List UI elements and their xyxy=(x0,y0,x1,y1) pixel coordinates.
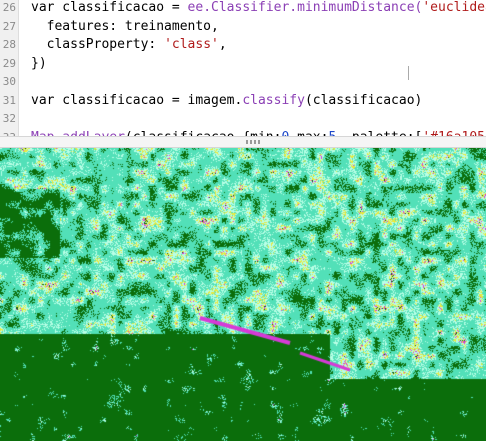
code-token: , xyxy=(218,37,227,52)
text-cursor-icon xyxy=(408,66,411,80)
code-text[interactable]: features: treinamento, xyxy=(31,17,219,37)
code-token: classProperty: xyxy=(31,37,165,52)
code-line[interactable]: 27 features: treinamento, xyxy=(0,17,486,37)
panel-resize-divider[interactable] xyxy=(0,136,486,148)
line-number: 26 xyxy=(2,1,16,14)
code-line[interactable]: 28 classProperty: 'class', xyxy=(0,35,486,55)
code-token: classify xyxy=(242,92,305,108)
code-token: }) xyxy=(31,55,47,71)
code-text[interactable]: var classificacao = ee.Classifier.minimu… xyxy=(31,0,486,18)
code-token: '#16a105' xyxy=(422,130,486,137)
code-line[interactable]: 32 xyxy=(0,109,486,129)
code-line[interactable]: 31 var classificacao = imagem.classify(cl… xyxy=(0,91,486,111)
code-text[interactable]: var classificacao = imagem.classify(clas… xyxy=(31,91,422,111)
code-line[interactable]: 26 var classificacao = ee.Classifier.mini… xyxy=(0,0,486,18)
line-number: 33 xyxy=(0,128,16,137)
code-token: var classificacao = xyxy=(31,0,188,15)
code-text[interactable]: classProperty: 'class', xyxy=(31,35,227,55)
code-text[interactable]: }) xyxy=(31,54,47,74)
code-token: Map.addLayer xyxy=(31,130,125,137)
code-token: features: treinamento, xyxy=(31,18,219,34)
line-number-gutter xyxy=(0,0,19,136)
line-number: 28 xyxy=(2,38,16,51)
code-editor[interactable]: 26 var classificacao = ee.Classifier.mini… xyxy=(0,0,486,136)
code-token: (classificacao,{min: xyxy=(125,130,282,137)
code-token: var classificacao = imagem. xyxy=(31,92,243,108)
code-token: ee.Classifier.minimumDistance( xyxy=(187,0,423,15)
code-token: (classificacao) xyxy=(304,92,423,108)
code-line[interactable]: 33 Map.addLayer(classificacao,{min:0,max:… xyxy=(0,128,486,137)
code-line[interactable]: 29}) xyxy=(0,54,486,74)
drag-handle-icon[interactable] xyxy=(246,140,262,144)
line-number: 29 xyxy=(2,56,16,70)
code-token: 5 xyxy=(328,130,336,137)
classification-map[interactable] xyxy=(0,148,486,441)
code-token: , palette:[ xyxy=(336,130,422,137)
code-token: 0 xyxy=(281,130,289,137)
code-token: ,max: xyxy=(289,130,328,137)
line-number: 30 xyxy=(2,75,16,88)
line-number: 31 xyxy=(2,93,16,107)
code-text[interactable]: Map.addLayer(classificacao,{min:0,max:5,… xyxy=(31,128,486,137)
code-token: 'euclidean' xyxy=(422,0,486,15)
code-line[interactable]: 30 xyxy=(0,72,486,92)
line-number: 27 xyxy=(2,19,16,33)
line-number: 32 xyxy=(2,112,16,125)
code-token: 'class' xyxy=(164,37,219,52)
